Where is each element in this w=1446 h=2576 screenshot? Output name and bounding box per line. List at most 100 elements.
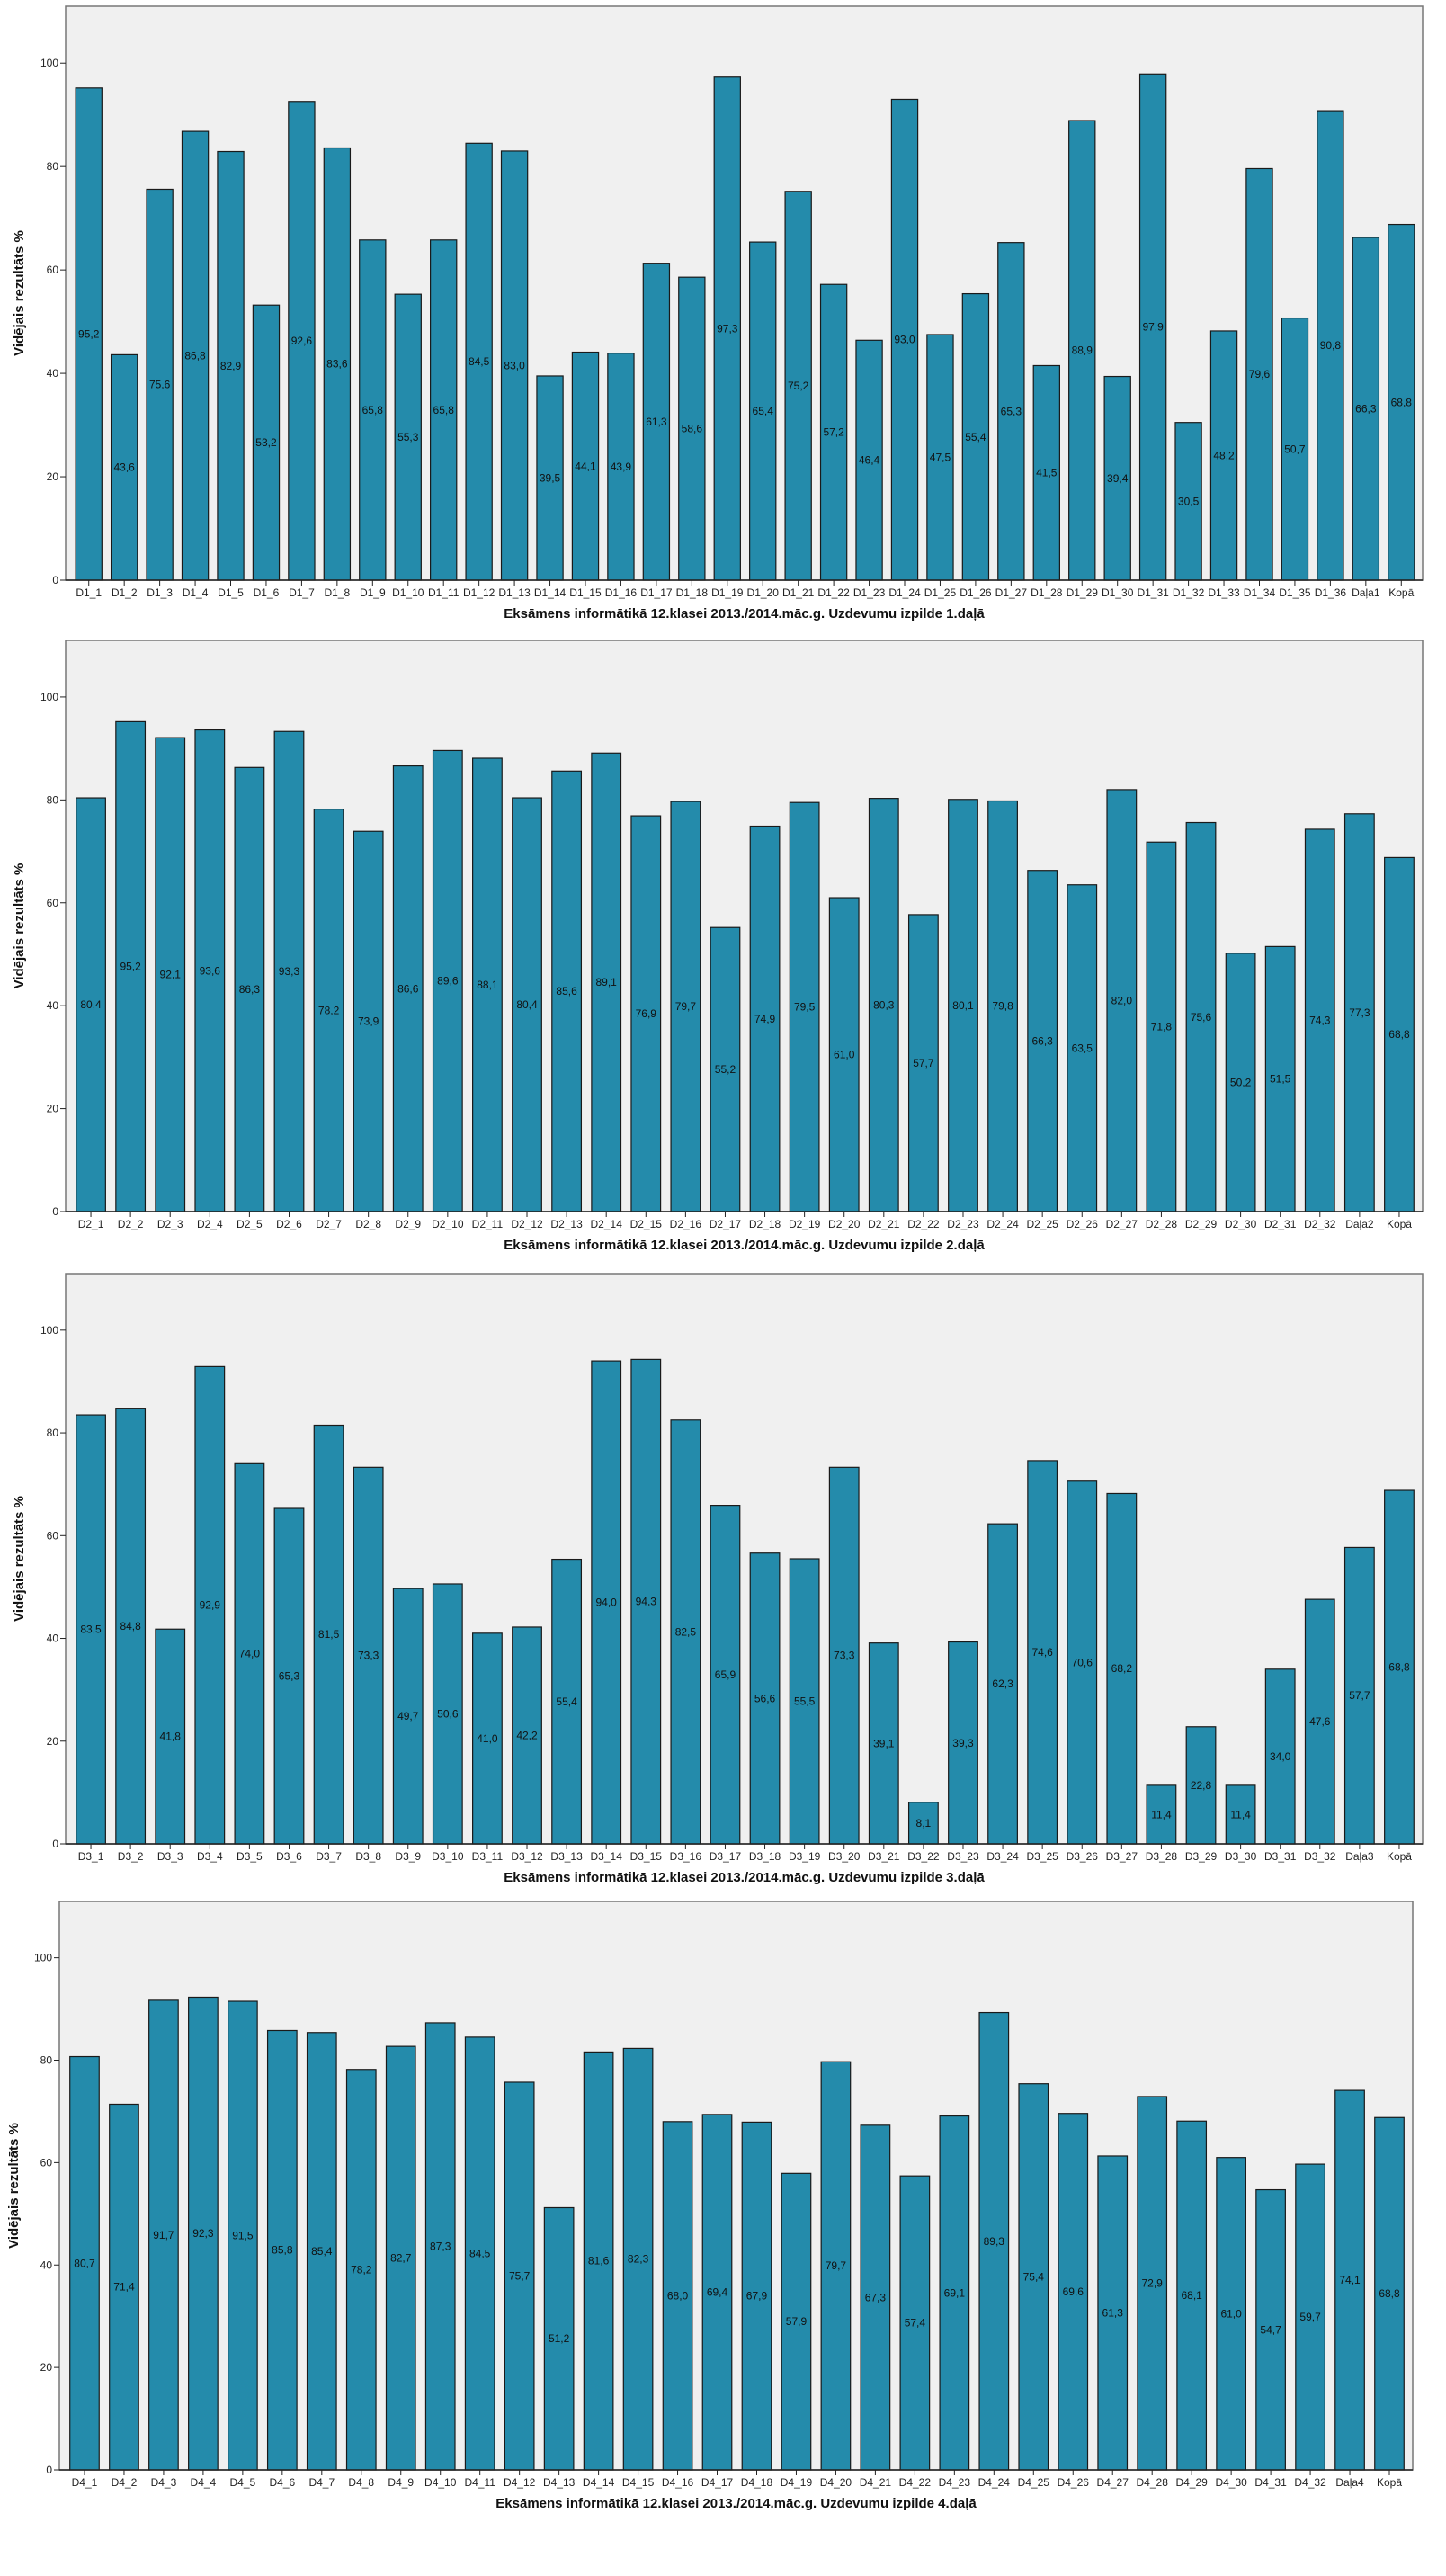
x-tick-label: D3_29	[1185, 1850, 1218, 1863]
bar-value-label: 97,3	[717, 322, 738, 335]
bar-value-label: 79,7	[675, 1000, 697, 1013]
x-tick-label: D2_27	[1106, 1218, 1138, 1230]
bar	[710, 926, 741, 1212]
x-tick-label: D3_24	[986, 1850, 1019, 1863]
bar-value-label: 57,7	[913, 1057, 934, 1069]
bar	[155, 1628, 186, 1845]
bar	[385, 2045, 416, 2471]
bar	[353, 1466, 384, 1845]
bar	[1174, 422, 1202, 581]
bar-value-label: 62,3	[992, 1677, 1013, 1690]
bar-value-label: 93,3	[279, 965, 300, 978]
bar	[430, 239, 458, 581]
x-tick-label: D1_5	[218, 586, 244, 599]
bar	[392, 765, 424, 1212]
bar	[978, 2011, 1010, 2471]
x-tick-label: D1_35	[1279, 586, 1311, 599]
x-tick-label: D4_4	[191, 2476, 217, 2489]
chart-4: 0 20 40 60 80 100 Vidējais rezultāts % 80,7 D4_1…	[6, 1901, 1414, 2511]
bar	[1176, 2120, 1208, 2471]
bar	[234, 766, 265, 1212]
bar	[591, 1360, 622, 1845]
bar-value-label: 54,7	[1260, 2323, 1281, 2336]
x-tick-label: Daļa1	[1352, 586, 1380, 599]
x-tick-label: D1_2	[112, 586, 138, 599]
y-tick-label: 80	[47, 1427, 59, 1439]
bar	[713, 76, 741, 581]
bar	[500, 150, 529, 581]
y-tick-label: 60	[47, 897, 59, 909]
bar-value-label: 73,9	[358, 1015, 379, 1028]
x-axis-title: Eksāmens informātikā 12.klasei 2013./201…	[504, 1870, 985, 1885]
bar-value-label: 39,4	[1107, 472, 1129, 485]
x-tick-label: D2_11	[472, 1218, 504, 1230]
bar-value-label: 67,9	[746, 2290, 768, 2303]
bar	[642, 263, 671, 581]
y-tick-label: 20	[47, 1103, 59, 1115]
x-tick-label: D1_7	[289, 586, 315, 599]
bar-value-label: 43,9	[611, 461, 632, 473]
bar	[939, 2115, 970, 2471]
x-tick-label: D3_8	[355, 1850, 381, 1863]
bar	[1067, 1480, 1098, 1845]
x-tick-label: D3_19	[789, 1850, 821, 1863]
bar-value-label: 65,3	[1001, 405, 1022, 417]
x-tick-label: D1_14	[534, 586, 567, 599]
bar	[1138, 73, 1167, 581]
bar-value-label: 70,6	[1072, 1656, 1093, 1668]
bar	[551, 770, 583, 1212]
bar	[890, 98, 919, 581]
x-tick-label: D4_26	[1058, 2476, 1090, 2489]
bar-value-label: 55,4	[965, 431, 986, 443]
bar	[75, 87, 103, 581]
bar-value-label: 81,6	[588, 2255, 610, 2267]
bar-value-label: 30,5	[1178, 495, 1200, 507]
bar-value-label: 92,3	[192, 2227, 214, 2240]
bar-value-label: 74,1	[1339, 2274, 1361, 2286]
x-tick-label: D2_7	[316, 1218, 342, 1230]
y-tick-label: 60	[40, 2156, 53, 2169]
bar-value-label: 50,2	[1230, 1076, 1252, 1088]
bar	[571, 351, 600, 581]
bar	[1317, 110, 1344, 581]
bar	[1343, 813, 1375, 1212]
x-tick-label: D3_10	[432, 1850, 464, 1863]
x-tick-label: D4_29	[1175, 2476, 1208, 2489]
bar	[678, 276, 706, 581]
bar	[710, 1504, 741, 1845]
x-tick-label: D3_14	[591, 1850, 623, 1863]
bar-value-label: 91,7	[153, 2229, 174, 2241]
bar-value-label: 43,6	[113, 461, 135, 474]
bar	[907, 1802, 939, 1845]
x-tick-label: D1_1	[76, 586, 102, 599]
bar	[662, 2121, 693, 2471]
bar-value-label: 51,2	[549, 2332, 570, 2345]
bar-value-label: 88,1	[477, 979, 498, 991]
bar-value-label: 91,5	[232, 2230, 254, 2242]
bar-value-label: 69,1	[944, 2286, 966, 2299]
x-tick-label: D3_27	[1106, 1850, 1138, 1863]
x-tick-label: D4_23	[939, 2476, 971, 2489]
x-tick-label: D2_26	[1067, 1218, 1099, 1230]
bar-value-label: 79,5	[794, 1001, 816, 1014]
x-tick-label: D3_26	[1067, 1850, 1099, 1863]
bar-value-label: 85,6	[556, 985, 577, 997]
bar-value-label: 75,6	[149, 379, 171, 391]
bar	[701, 2114, 733, 2471]
y-tick-label: 80	[40, 2054, 53, 2067]
bar	[1334, 2089, 1365, 2471]
x-tick-label: D4_16	[662, 2476, 694, 2489]
bar-value-label: 87,3	[430, 2240, 451, 2252]
x-tick-label: D1_18	[676, 586, 709, 599]
y-axis-title: Vidējais rezultāts %	[12, 230, 27, 356]
bar	[353, 830, 384, 1212]
x-tick-label: D1_9	[360, 586, 386, 599]
bar	[472, 1632, 503, 1845]
y-tick-label: 0	[52, 1205, 58, 1218]
bar-value-label: 75,2	[788, 380, 809, 392]
bar-value-label: 42,2	[516, 1729, 538, 1741]
bar-value-label: 55,5	[794, 1695, 816, 1708]
y-tick-label: 0	[52, 1838, 58, 1850]
bar	[76, 797, 106, 1212]
x-tick-label: D2_22	[907, 1218, 940, 1230]
